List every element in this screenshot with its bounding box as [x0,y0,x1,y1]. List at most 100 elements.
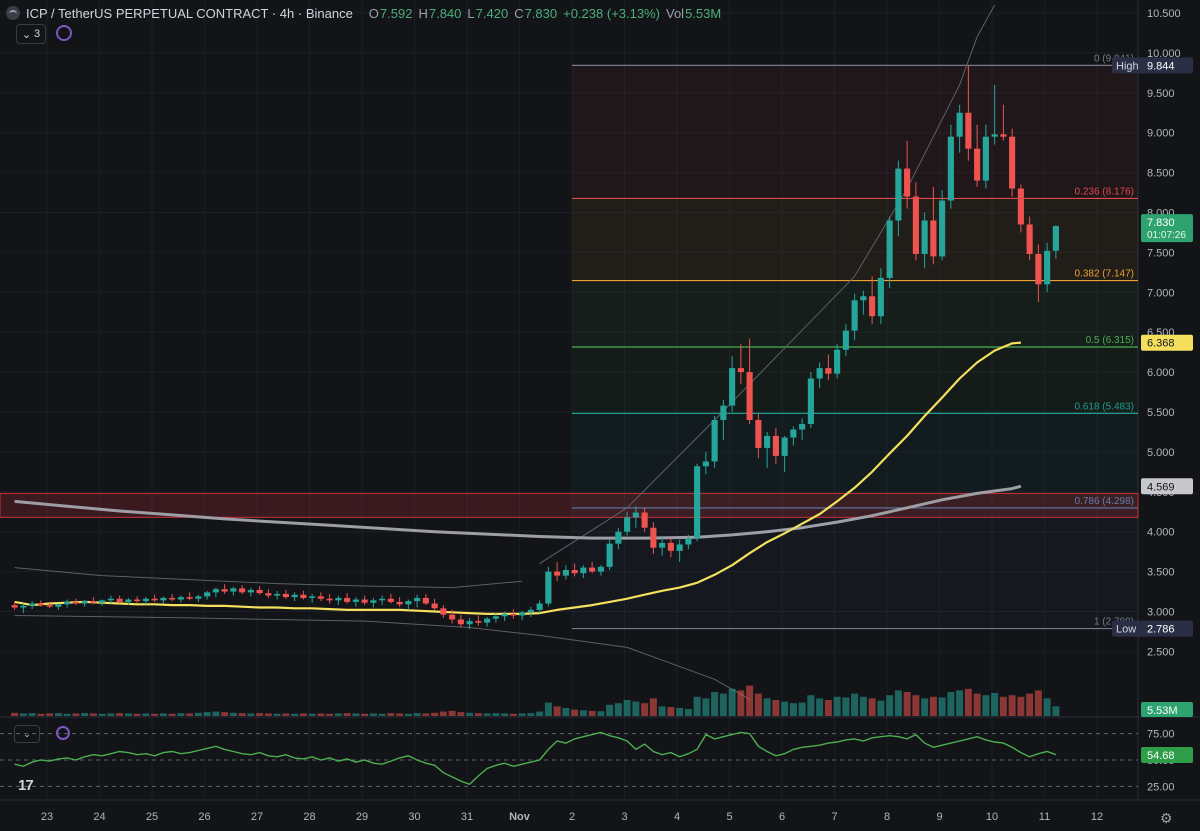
volume-bar [746,685,754,716]
volume-bar [212,711,220,716]
volume-bar [772,700,780,716]
time-tick-label: 27 [251,811,263,823]
candle-body [1000,134,1007,137]
time-tick-label: 29 [356,811,368,823]
candle-body [510,613,517,616]
volume-bar [833,696,841,716]
candle-body [344,597,351,602]
candle-body [291,594,298,598]
price-label-caption-bg [1112,57,1148,74]
price-tick-label: 7.000 [1147,287,1175,299]
volume-bar [133,713,141,716]
volume-bar [221,712,229,716]
candle-body [239,588,246,593]
candle-body [869,296,876,317]
candle-body [230,588,237,592]
volume-bar [562,708,570,716]
volume-bar [851,693,859,716]
volume-bar [789,703,797,716]
volume-bar [912,695,920,716]
time-axis[interactable]: 23 24 25 26 27 28 29 30 31 Nov 2 3 4 5 6 7 8 9 10 11 12 [41,811,1103,823]
volume-bar [256,713,264,716]
time-tick-label: 8 [884,811,890,823]
volume-bar [1017,696,1025,716]
candle-body [46,605,53,607]
volume-bar [37,713,45,716]
fibonacci-retracement[interactable]: 0 (9.841)0.236 (8.176)0.382 (7.147)0.5 (… [572,53,1138,630]
candle-body [1026,224,1033,254]
price-tick-label: 8.500 [1147,168,1175,180]
volume-bar [466,712,474,716]
time-tick-label: Nov [509,811,531,823]
candle-body [729,368,736,406]
volume-bar [229,712,237,716]
supply-zone[interactable] [0,492,1139,518]
volume-bar [291,713,299,716]
time-tick-label: 9 [936,811,942,823]
volume-bar [649,698,657,716]
candle-body [475,621,482,623]
volume-bar [273,713,281,716]
volume-bar [28,713,36,716]
candle-body [694,466,701,539]
candle-body [982,136,989,181]
fib-level-label: 0.382 (7.147) [1075,269,1135,280]
volume-bar [334,713,342,716]
volume-bar [404,713,412,716]
volume-bar [116,713,124,716]
volume-bar [632,701,640,716]
candle-body [956,112,963,137]
volume-bar [877,700,885,716]
price-tick-label: 7.500 [1147,247,1175,259]
volume-label-bg [1141,702,1193,717]
candle-body [597,566,604,572]
price-label-caption-bg [1112,620,1148,637]
volume-bar [964,688,972,716]
candle-body [624,517,631,532]
volume-bar [693,696,701,716]
volume-bar [623,700,631,716]
rsi-collapse-button[interactable]: ⌄ [14,725,40,743]
volume-bar [317,713,325,716]
volume-bar [859,696,867,716]
gear-icon[interactable]: ⚙ [1160,810,1173,826]
price-tick-label: 5.500 [1147,407,1175,419]
volume-bar [413,713,421,716]
candle-body [947,136,954,201]
volume-bar [98,713,106,716]
candle-body [405,601,412,605]
candle-body [895,168,902,221]
candle-body [11,605,18,608]
indicators-toggle-button[interactable]: ⌄ 3 [16,24,46,44]
candle-body [641,512,648,528]
candle-body [265,593,272,596]
price-label-caption: High [1116,60,1139,72]
volume-bar [378,713,386,716]
rsi-tick-label: 25.00 [1147,781,1175,793]
volume-bar [868,698,876,716]
volume-bar [938,697,946,716]
candle-body [177,597,184,600]
candle-body [169,597,176,600]
volume-bar [11,712,19,716]
candle-body [317,596,324,599]
volume-bar [203,712,211,716]
candle-body [387,598,394,602]
volume-bar [509,713,517,716]
volume-bar [684,708,692,716]
time-tick-label: 30 [408,811,420,823]
candle-body [825,368,832,374]
candle-body [737,368,744,373]
bollinger-lower-line [14,615,750,700]
indicator-settings-icon[interactable] [56,25,72,41]
bollinger-upper-line [539,4,996,565]
price-tick-label: 10.500 [1147,8,1181,20]
volume-bar [579,710,587,716]
candle-body [300,594,307,598]
price-axis[interactable]: 10.50010.0009.5009.0008.5008.0007.5007.0… [1147,8,1181,793]
symbol-title[interactable]: ICP / TetherUS PERPETUAL CONTRACT · 4h ·… [26,5,353,21]
candle-body [799,423,806,430]
volume-bar [151,713,159,716]
rsi-settings-icon[interactable] [56,726,70,740]
volume-bar [474,713,482,716]
